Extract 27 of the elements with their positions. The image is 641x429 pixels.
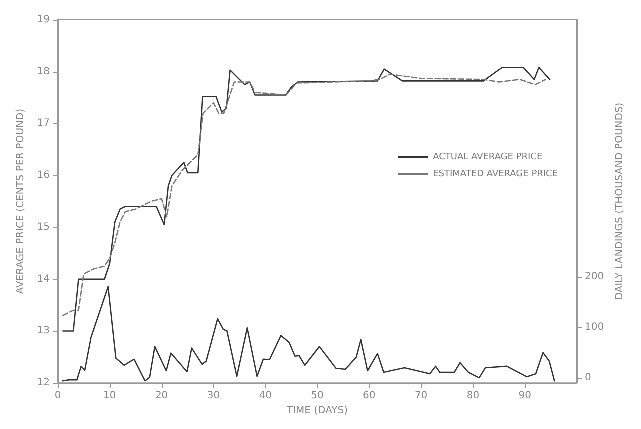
x-tick-label: 60 — [363, 390, 376, 402]
legend-label: ESTIMATED AVERAGE PRICE — [433, 170, 558, 180]
y2-tick-label: 200 — [585, 272, 604, 283]
y-tick-label: 17 — [37, 118, 50, 130]
y-axis-title: AVERAGE PRICE (CENTS PER POUND) — [16, 108, 26, 294]
x-tick-label: 70 — [414, 390, 428, 402]
x-tick-label: 80 — [466, 390, 480, 402]
x-axis-title: TIME (DAYS) — [286, 406, 348, 416]
y-tick-label: 19 — [37, 14, 50, 26]
y-tick-label: 14 — [37, 274, 50, 285]
x-tick-label: 10 — [104, 390, 116, 402]
line-series — [62, 286, 556, 382]
x-tick-label: 0 — [54, 390, 62, 402]
y-tick-label: 18 — [37, 66, 50, 78]
x-tick-label: 20 — [155, 390, 168, 402]
x-tick-label: 50 — [311, 390, 324, 402]
y2-tick-label: 0 — [585, 372, 592, 384]
y-tick-label: 15 — [37, 222, 50, 233]
y-tick-label: 16 — [37, 170, 50, 182]
y2-axis-title: DAILY LANDINGS (THOUSAND POUNDS) — [614, 102, 626, 300]
x-tick-label: 90 — [518, 390, 532, 402]
y-tick-label: 12 — [37, 378, 50, 389]
x-tick-label: 30 — [207, 390, 220, 402]
y-tick-label: 13 — [37, 326, 50, 337]
x-tick-label: 40 — [259, 390, 272, 402]
y2-tick-label: 100 — [585, 322, 604, 334]
legend-label: ACTUAL AVERAGE PRICE — [433, 152, 543, 162]
